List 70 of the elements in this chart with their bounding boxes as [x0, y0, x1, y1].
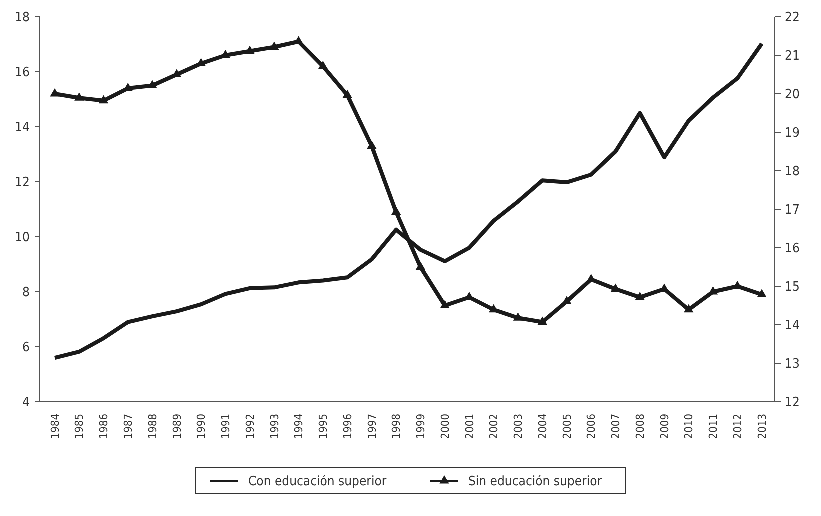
x-tick-label: 2012	[731, 414, 744, 440]
y2-tick-label: 21	[785, 49, 800, 64]
point	[708, 286, 718, 295]
x-tick-label: 1995	[317, 414, 330, 440]
point	[148, 80, 158, 89]
y-tick-label: 12	[15, 176, 30, 191]
y2-tick-label: 17	[785, 203, 800, 218]
y-tick-label: 4	[22, 396, 30, 411]
point	[367, 140, 377, 150]
point	[245, 46, 255, 54]
x-tick-label: 2003	[512, 414, 526, 440]
x-tick-label: 2005	[560, 414, 574, 440]
point	[513, 312, 524, 321]
point	[270, 42, 280, 50]
y-tick-label: 16	[15, 66, 30, 81]
legend-label: Con educación superior	[248, 474, 387, 490]
x-tick-label: 2009	[658, 414, 672, 440]
x-tick-label: 1996	[341, 414, 354, 440]
y2-tick-label: 12	[785, 396, 800, 411]
y-tick-label: 18	[15, 10, 30, 26]
point	[562, 296, 572, 304]
x-tick-label: 1984	[48, 414, 62, 440]
x-tick-label: 1992	[244, 414, 257, 440]
point	[74, 92, 84, 101]
x-tick-label: 1990	[195, 414, 208, 440]
y2-tick-label: 19	[785, 126, 800, 142]
legend-label: Sin educación superior	[468, 474, 602, 490]
y-tick-label: 6	[22, 340, 30, 356]
y2-tick-label: 22	[785, 10, 800, 26]
x-tick-label: 1991	[220, 414, 233, 440]
point	[50, 88, 60, 97]
y-tick-label: 8	[22, 286, 30, 301]
point	[416, 262, 426, 270]
point	[684, 304, 694, 313]
x-tick-label: 2002	[488, 414, 501, 440]
x-tick-label: 1998	[390, 414, 404, 440]
x-tick-label: 2013	[756, 414, 769, 440]
point	[342, 90, 352, 98]
point	[318, 60, 328, 70]
x-tick-label: 1999	[414, 414, 428, 440]
y2-tick-label: 13	[785, 357, 800, 372]
x-tick-label: 2008	[634, 414, 647, 440]
y2-tick-label: 16	[785, 242, 800, 257]
point	[538, 316, 548, 326]
x-tick-label: 2011	[707, 414, 720, 440]
x-tick-label: 2001	[463, 414, 476, 440]
point	[98, 95, 109, 104]
y2-tick-label: 14	[785, 318, 800, 334]
y2-tick-label: 20	[785, 88, 800, 103]
point	[635, 292, 645, 300]
x-tick-label: 2010	[682, 414, 696, 440]
y-tick-label: 10	[15, 230, 30, 246]
point	[392, 206, 402, 216]
x-tick-label: 1994	[292, 414, 306, 440]
x-tick-label: 2000	[438, 414, 452, 440]
x-tick-label: 1989	[170, 414, 184, 440]
point	[757, 289, 767, 298]
x-tick-label: 2007	[610, 414, 623, 440]
x-tick-label: 1993	[268, 414, 282, 440]
x-tick-label: 1997	[366, 414, 379, 440]
y2-tick-label: 15	[785, 280, 800, 296]
y-tick-label: 14	[15, 120, 30, 136]
x-tick-label: 1987	[122, 414, 135, 440]
x-tick-label: 2004	[536, 414, 550, 440]
x-tick-label: 1988	[146, 414, 160, 440]
y2-tick-label: 18	[785, 164, 800, 180]
x-tick-label: 1985	[73, 414, 86, 440]
x-tick-label: 1986	[98, 414, 111, 440]
x-tick-label: 2006	[585, 414, 598, 440]
point	[440, 300, 450, 309]
